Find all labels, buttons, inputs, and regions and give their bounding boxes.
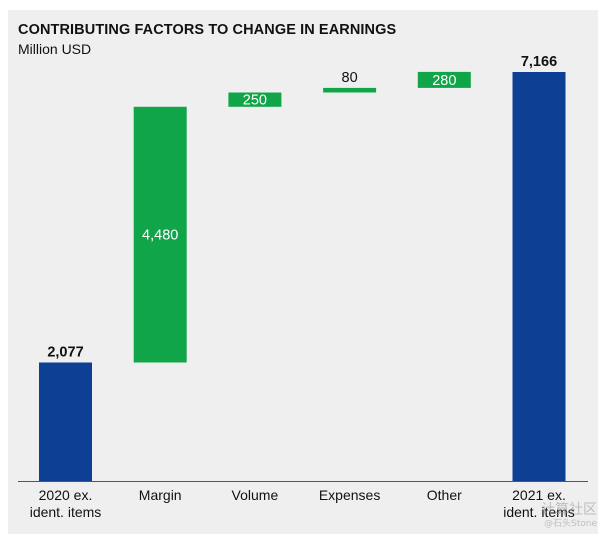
category-label-2: Volume [232,487,279,503]
watermark-line-1: 计算社区 [541,502,597,519]
value-label-5: 7,166 [521,54,557,70]
category-label-5: 2021 ex. ident. items [503,487,575,520]
value-label-1: 4,480 [142,228,178,244]
chart-title: CONTRIBUTING FACTORS TO CHANGE IN EARNIN… [18,22,397,38]
bar-3 [323,87,377,93]
category-label-0: 2020 ex. ident. items [30,487,102,520]
bar-5 [512,72,566,481]
category-label-3: Expenses [319,487,380,503]
category-label-4: Other [427,487,462,503]
bar-1 [133,106,187,363]
chart-subtitle: Million USD [18,41,92,57]
value-label-0: 2,077 [47,345,83,361]
watermark: 计算社区 @石头Stone [541,502,597,530]
watermark-line-2: @石头Stone [544,519,597,530]
chart-panel [8,10,598,534]
bar-4 [417,71,471,88]
bar-0 [39,362,92,481]
value-label-2: 250 [243,93,267,109]
value-label-4: 280 [432,73,456,89]
value-label-3: 80 [342,70,358,86]
bar-2 [228,92,282,107]
category-label-1: Margin [139,487,182,503]
